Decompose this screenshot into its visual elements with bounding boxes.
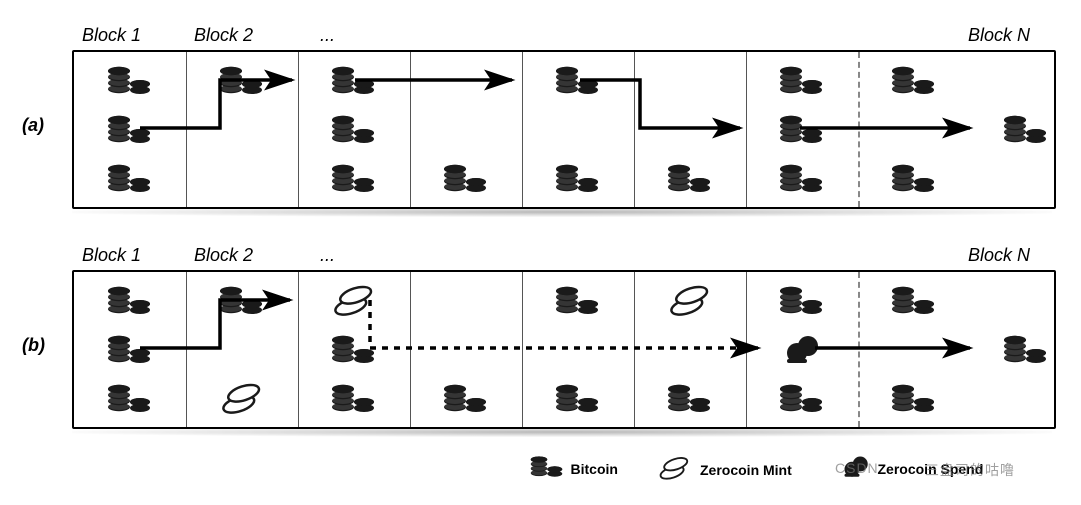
- row-a-cell-bitcoin: [74, 154, 186, 202]
- row-a-cell-bitcoin: [522, 154, 634, 202]
- block-label-a-2: Block 2: [194, 25, 253, 46]
- diagram-canvas: (a) (b) Block 1 Block 2 ... Block N Bloc…: [0, 0, 1081, 505]
- row-a-cell-bitcoin: [970, 105, 1081, 153]
- row-b-cell-spend: [746, 325, 858, 373]
- row-b-cell-bitcoin: [970, 325, 1081, 373]
- legend-mint: Zerocoin Mint: [655, 455, 792, 486]
- row-b-cell-bitcoin: [858, 374, 970, 422]
- row-b-cell-bitcoin: [522, 374, 634, 422]
- row-b-cell-bitcoin: [522, 276, 634, 324]
- row-a-cell-bitcoin: [74, 56, 186, 104]
- row-a-cell-bitcoin: [186, 56, 298, 104]
- row-a-cell-bitcoin: [746, 154, 858, 202]
- row-a-cell-bitcoin: [746, 105, 858, 153]
- row-b-cell-mint: [634, 276, 746, 324]
- row-b-cell-bitcoin: [634, 374, 746, 422]
- row-a-cell-bitcoin: [858, 154, 970, 202]
- shadow-a: [72, 207, 1052, 217]
- row-b-cell-bitcoin: [746, 374, 858, 422]
- row-a-cell-bitcoin: [522, 56, 634, 104]
- row-a-cell-bitcoin: [746, 56, 858, 104]
- legend-bitcoin-label: Bitcoin: [571, 461, 618, 477]
- block-label-b-dots: ...: [320, 245, 335, 266]
- row-a-cell-bitcoin: [858, 56, 970, 104]
- bitcoin-icon: [530, 455, 565, 483]
- blockchain-row-a: [72, 50, 1056, 209]
- row-b-cell-bitcoin: [298, 325, 410, 373]
- block-label-b-1: Block 1: [82, 245, 141, 266]
- blockchain-row-b: [72, 270, 1056, 429]
- row-b-cell-bitcoin: [186, 276, 298, 324]
- block-label-a-dots: ...: [320, 25, 335, 46]
- row-b-cell-bitcoin: [74, 276, 186, 324]
- row-a-cell-bitcoin: [298, 56, 410, 104]
- row-b-cell-bitcoin: [298, 374, 410, 422]
- block-label-a-1: Block 1: [82, 25, 141, 46]
- row-b-cell-bitcoin: [858, 276, 970, 324]
- mint-icon: [655, 455, 694, 486]
- shadow-b: [72, 427, 1052, 437]
- row-a-cell-bitcoin: [410, 154, 522, 202]
- row-b-cell-mint: [186, 374, 298, 422]
- block-label-b-n: Block N: [968, 245, 1030, 266]
- block-label-b-2: Block 2: [194, 245, 253, 266]
- row-b-cell-bitcoin: [746, 276, 858, 324]
- watermark-author: 三盘司的咕噜: [925, 460, 1015, 480]
- row-label-b: (b): [22, 335, 45, 356]
- block-label-a-n: Block N: [968, 25, 1030, 46]
- row-b-cell-bitcoin: [410, 374, 522, 422]
- row-b-cell-bitcoin: [74, 374, 186, 422]
- row-a-cell-bitcoin: [74, 105, 186, 153]
- row-b-cell-mint: [298, 276, 410, 324]
- row-b-cell-bitcoin: [74, 325, 186, 373]
- row-a-cell-bitcoin: [298, 154, 410, 202]
- legend-mint-label: Zerocoin Mint: [700, 462, 792, 478]
- legend-bitcoin: Bitcoin: [530, 455, 618, 483]
- row-a-cell-bitcoin: [298, 105, 410, 153]
- watermark-csdn: CSDN: [835, 460, 879, 476]
- row-label-a: (a): [22, 115, 44, 136]
- row-a-cell-bitcoin: [634, 154, 746, 202]
